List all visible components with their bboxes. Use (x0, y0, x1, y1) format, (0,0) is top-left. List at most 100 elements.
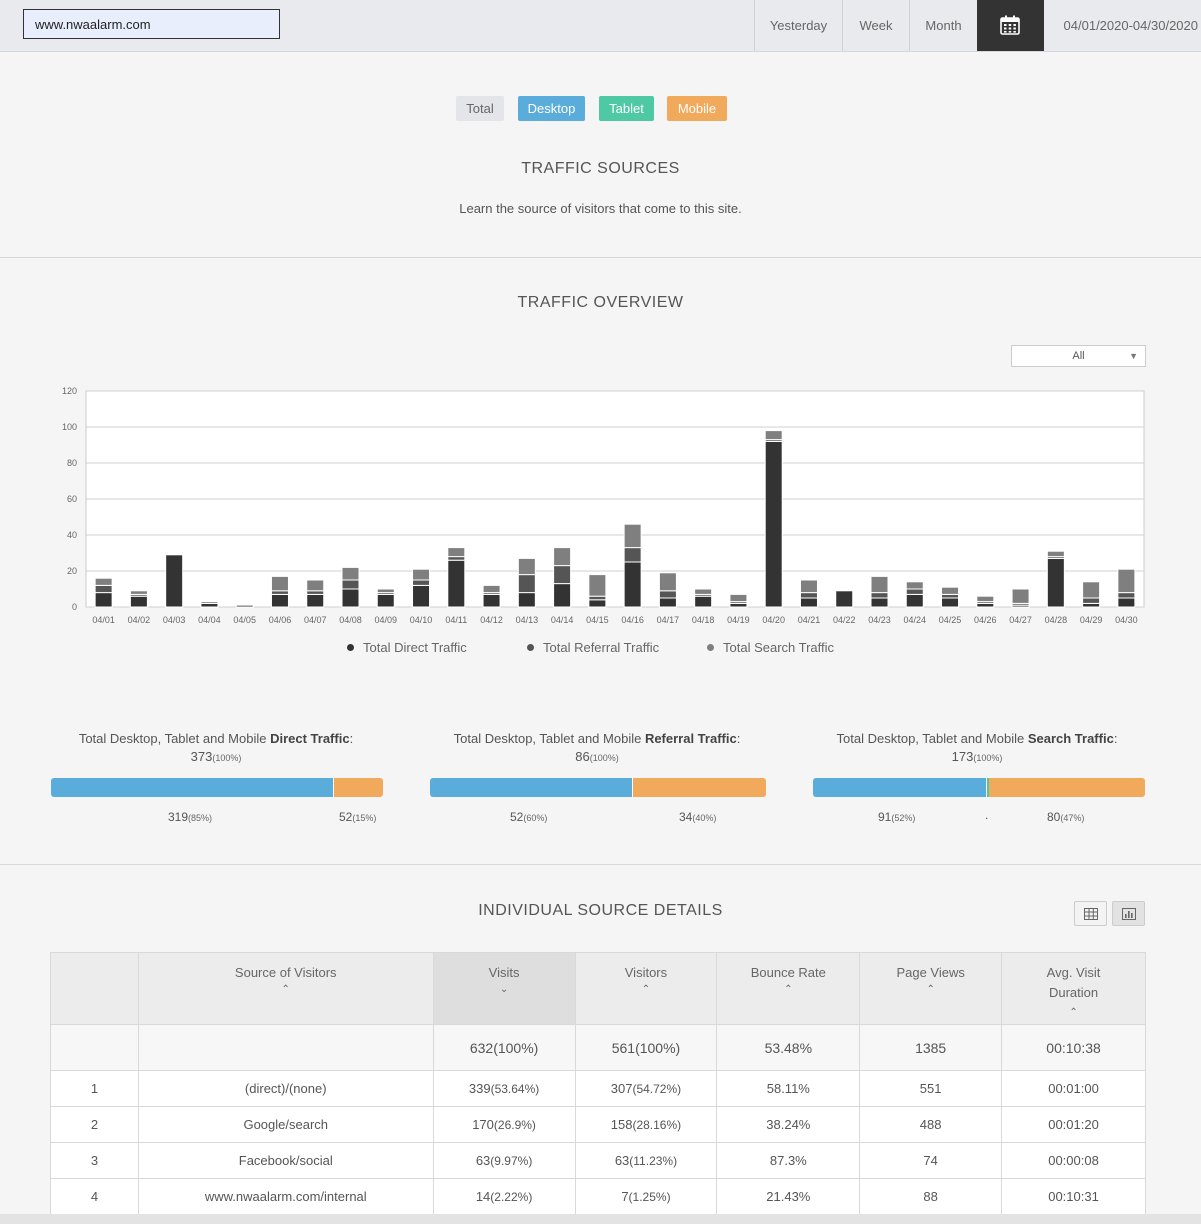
referral-mobile-value: 34(40%) (679, 810, 717, 824)
desktop-share-segment (51, 778, 334, 797)
bar-segment (1046, 550, 1065, 558)
column-header-visitors[interactable]: Visitors ⌃ (574, 952, 718, 1025)
y-tick-label: 40 (67, 530, 77, 540)
row-source: (direct)/(none) (137, 1070, 434, 1107)
bar-segment (200, 602, 219, 608)
sort-up-icon: ⌃ (281, 984, 290, 995)
bar-segment (412, 579, 431, 586)
column-header-visits[interactable]: Visits ⌄ (432, 952, 576, 1025)
x-tick-label: 04/15 (586, 615, 609, 625)
table-row[interactable]: 2 Google/search 170(26.9%) 158(28.16%) 3… (50, 1106, 1146, 1143)
calendar-icon (1000, 15, 1020, 35)
total-bounce-rate: 53.48% (716, 1024, 861, 1071)
bar-segment (799, 592, 818, 599)
date-range-label[interactable]: 04/01/2020-04/30/2020 (1063, 18, 1198, 33)
bar-segment (941, 586, 960, 595)
row-visits: 14(2.22%) (432, 1178, 576, 1215)
bar-segment (870, 597, 889, 608)
site-url-input[interactable] (23, 9, 280, 39)
chevron-down-icon: ▼ (1129, 351, 1138, 361)
search-mobile-value: 80(47%) (1047, 810, 1085, 824)
bar-segment (270, 590, 289, 595)
x-tick-label: 04/06 (269, 615, 292, 625)
x-tick-label: 04/20 (762, 615, 785, 625)
row-bounce-rate: 58.11% (716, 1070, 861, 1107)
x-tick-label: 04/07 (304, 615, 327, 625)
range-week-button[interactable]: Week (842, 0, 909, 51)
bar-segment (1046, 557, 1065, 608)
bar-segment (941, 593, 960, 599)
sort-down-icon: ⌄ (499, 984, 509, 995)
bar-segment (1117, 597, 1136, 608)
column-header-source[interactable]: Source of Visitors ⌃ (137, 952, 434, 1025)
row-visitors: 158(28.16%) (574, 1106, 718, 1143)
legend-referral[interactable]: Total Referral Traffic (527, 640, 659, 655)
row-duration: 00:10:31 (1001, 1178, 1146, 1215)
bar-segment (553, 583, 572, 608)
legend-direct[interactable]: Total Direct Traffic (347, 640, 467, 655)
desktop-share-segment (430, 778, 632, 797)
x-tick-label: 04/02 (128, 615, 151, 625)
x-tick-label: 04/21 (798, 615, 821, 625)
bar-segment (764, 430, 783, 441)
table-row[interactable]: 3 Facebook/social 63(9.97%) 63(11.23%) 8… (50, 1142, 1146, 1179)
x-tick-label: 04/22 (833, 615, 856, 625)
referral-total: 86 (575, 749, 590, 764)
range-month-button[interactable]: Month (909, 0, 977, 51)
table-view-button[interactable] (1074, 901, 1107, 926)
calendar-button[interactable] (977, 0, 1044, 51)
column-header-index (50, 952, 139, 1025)
column-header-bounce-rate[interactable]: Bounce Rate ⌃ (716, 952, 861, 1025)
x-tick-label: 04/29 (1080, 615, 1103, 625)
bar-segment (588, 599, 607, 608)
column-header-page-views[interactable]: Page Views ⌃ (859, 952, 1003, 1025)
filter-total-button[interactable]: Total (456, 96, 504, 121)
bar-segment (553, 547, 572, 567)
search-total: 173 (951, 749, 974, 764)
x-tick-label: 04/25 (939, 615, 962, 625)
bar-segment (1082, 602, 1101, 608)
x-tick-label: 04/03 (163, 615, 186, 625)
bar-segment (129, 595, 148, 608)
total-visits: 632(100%) (432, 1024, 576, 1071)
filter-mobile-button[interactable]: Mobile (667, 96, 727, 121)
bar-segment (623, 523, 642, 549)
bar-segment (658, 590, 677, 599)
bar-segment (941, 597, 960, 608)
bar-separator (333, 778, 335, 797)
direct-share-bar (51, 778, 383, 797)
bar-segment (517, 574, 536, 594)
table-row[interactable]: 1 (direct)/(none) 339(53.64%) 307(54.72%… (50, 1070, 1146, 1107)
filter-tablet-button[interactable]: Tablet (599, 96, 654, 121)
x-tick-label: 04/17 (657, 615, 680, 625)
x-tick-label: 04/16 (621, 615, 644, 625)
bar-segment (517, 592, 536, 608)
table-row[interactable]: 4 www.nwaalarm.com/internal 14(2.22%) 7(… (50, 1178, 1146, 1215)
row-source: Facebook/social (137, 1142, 434, 1179)
sort-up-icon: ⌃ (641, 984, 651, 995)
legend-dot (347, 644, 354, 651)
mobile-share-segment (632, 778, 766, 797)
row-page-views: 551 (859, 1070, 1003, 1107)
chart-view-button[interactable] (1112, 901, 1145, 926)
referral-desktop-value: 52(60%) (510, 810, 548, 824)
filter-desktop-button[interactable]: Desktop (518, 96, 585, 121)
search-desktop-value: 91(52%) (878, 810, 916, 824)
bar-segment (376, 588, 395, 594)
mobile-share-segment (988, 778, 1145, 797)
bar-separator (985, 778, 987, 797)
row-visits: 339(53.64%) (432, 1070, 576, 1107)
search-summary-title: Total Desktop, Tablet and Mobile Search … (836, 731, 1118, 764)
sort-up-icon: ⌃ (784, 984, 793, 995)
bar-segment (553, 565, 572, 585)
bar-segment (165, 554, 184, 608)
legend-search[interactable]: Total Search Traffic (707, 640, 834, 655)
traffic-filter-select[interactable]: All ▼ (1011, 345, 1146, 367)
bar-segment (623, 561, 642, 608)
column-header-duration[interactable]: Avg. Visit Duration ⌃ (1001, 952, 1146, 1025)
source-details-title: INDIVIDUAL SOURCE DETAILS (478, 902, 723, 919)
range-yesterday-button[interactable]: Yesterday (754, 0, 842, 51)
x-tick-label: 04/27 (1009, 615, 1032, 625)
row-visitors: 7(1.25%) (574, 1178, 718, 1215)
bar-segment (341, 588, 360, 608)
